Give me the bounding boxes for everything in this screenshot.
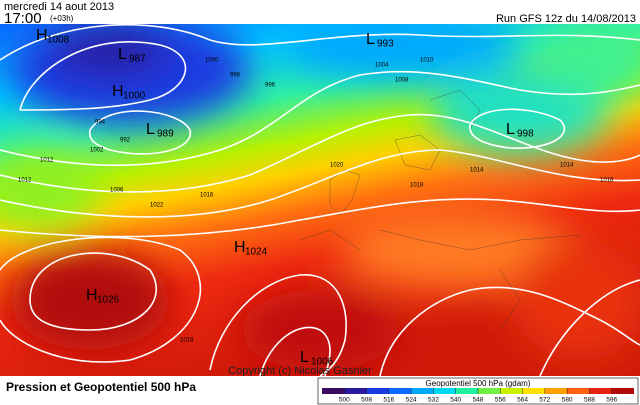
offset: (+03h)	[50, 14, 74, 23]
colorbar-cell	[478, 388, 501, 394]
colorbar-cell	[589, 388, 612, 394]
center-letter: L	[506, 121, 515, 138]
colorbar-tick-label: 500	[339, 397, 350, 404]
isobar-label: 998	[230, 73, 241, 79]
colorbar-tick-label: 572	[539, 397, 550, 404]
colorbar-tick-label: 556	[495, 397, 506, 404]
colorbar-cell	[500, 388, 523, 394]
date: mercredi 14 aout 2013	[4, 1, 114, 13]
colorbar-tick-label: 580	[562, 397, 573, 404]
isobar-label: 1010	[420, 58, 434, 64]
isobar-label: 1018	[180, 338, 194, 344]
center-letter: L	[118, 46, 127, 63]
isobar-label: 1016	[600, 178, 614, 184]
isobar-label: 1014	[470, 168, 484, 174]
colorbar-tick-label: 540	[450, 397, 461, 404]
colorbar-tick-label: 596	[606, 397, 617, 404]
isobar-label: 1018	[410, 183, 424, 189]
colorbar-cell	[455, 388, 478, 394]
colorbar-cell	[544, 388, 568, 394]
isobar-label: 1012	[18, 178, 32, 184]
colorbar-tick-label: 548	[473, 397, 484, 404]
isobar-label: 1022	[150, 203, 164, 209]
copyright: Copyright (c) Nicolas Gasnier	[228, 365, 372, 377]
colorbar-cell	[388, 388, 412, 394]
isobar-label: 1020	[330, 163, 344, 169]
isobar-label: 1002	[90, 148, 104, 154]
colorbar-tick-label: 508	[361, 397, 372, 404]
center-value: 1024	[245, 247, 268, 258]
colorbar-cell	[522, 388, 545, 394]
center-value: 1000	[123, 91, 146, 102]
center-letter: L	[300, 349, 309, 366]
center-value: 989	[157, 129, 174, 140]
colorbar-tick-label: 532	[428, 397, 439, 404]
colorbar-cell	[433, 388, 456, 394]
time: 17:00	[4, 10, 42, 27]
center-value: 1008	[47, 35, 70, 46]
center-letter: H	[86, 287, 98, 304]
center-value: 993	[377, 39, 394, 50]
colorbar: 500 508 516 524 532 540 548 556 564 572 580 588 596	[322, 388, 634, 404]
center-letter: H	[112, 83, 124, 100]
colorbar-cell	[366, 388, 389, 394]
isobar-label: 992	[120, 138, 131, 144]
footer-title: Pression et Geopotentiel 500 hPa	[6, 380, 196, 394]
center-letter: L	[146, 121, 155, 138]
colorbar-cell	[344, 388, 367, 394]
colorbar-label: Geopotentiel 500 hPa (gdam)	[426, 379, 531, 388]
center-letter: H	[36, 27, 48, 44]
isobar-label: 1014	[560, 163, 574, 169]
isobar-label: 1012	[40, 158, 54, 164]
isobar-label: 1008	[395, 78, 409, 84]
center-letter: L	[366, 31, 375, 48]
colorbar-tick-label: 564	[517, 397, 528, 404]
center-letter: H	[234, 239, 246, 256]
isobar-label: 1000	[205, 58, 219, 64]
colorbar-tick-label: 524	[406, 397, 417, 404]
isobar-label: 1016	[200, 193, 214, 199]
center-value: 1026	[97, 295, 120, 306]
field	[0, 24, 640, 376]
colorbar-cell	[322, 388, 345, 394]
isobar-label: 996	[265, 83, 276, 89]
colorbar-cell	[611, 388, 634, 394]
center-value: 1006	[311, 357, 334, 368]
colorbar-cell	[567, 388, 590, 394]
colorbar-cell	[411, 388, 434, 394]
isobar-label: 1006	[110, 188, 124, 194]
isobar-label: 994	[95, 120, 106, 126]
isobar-labels: 1000 998 996 994 992 1004 1008 1012 1016 1020 1010…	[18, 58, 614, 344]
colorbar-tick-label: 516	[383, 397, 394, 404]
isobar-label: 1004	[375, 63, 389, 69]
colorbar-tick-label: 588	[584, 397, 595, 404]
center-value: 987	[129, 54, 146, 65]
run: Run GFS 12z du 14/08/2013	[496, 13, 636, 25]
center-value: 998	[517, 129, 534, 140]
